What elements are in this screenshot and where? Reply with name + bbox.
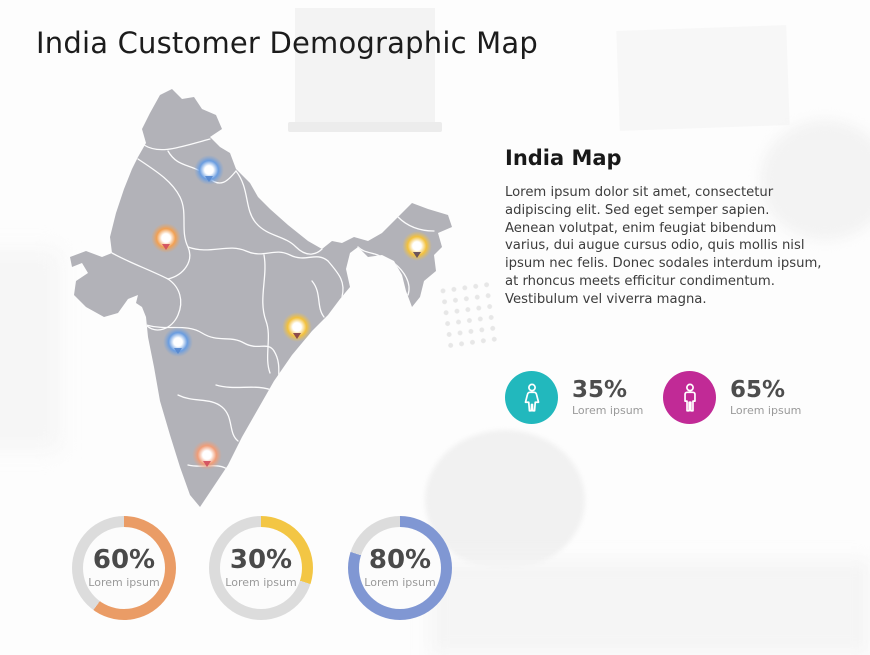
- map-pin-east: [282, 312, 312, 348]
- panel-body-text: Lorem ipsum dolor sit amet, consectetur …: [505, 185, 822, 307]
- donut-gauge-2-center: 30% Lorem ipsum: [220, 527, 302, 609]
- stat-female-text: 35% Lorem ipsum: [572, 378, 643, 417]
- donut-gauge-1: 60% Lorem ipsum: [72, 516, 176, 620]
- donut-gauge-1-center: 60% Lorem ipsum: [83, 527, 165, 609]
- india-landmass: [70, 89, 452, 507]
- pin-tail: [203, 461, 211, 467]
- donut-gauge-3-label: Lorem ipsum: [364, 576, 436, 589]
- stat-female: 35% Lorem ipsum: [505, 371, 643, 424]
- map-pin-north: [194, 155, 224, 191]
- pin-tail: [413, 252, 421, 258]
- background-wash: [0, 250, 60, 450]
- background-board-shape: [616, 25, 790, 131]
- map-pin-west: [163, 327, 193, 363]
- pin-tail: [293, 333, 301, 339]
- panel-heading: India Map: [505, 146, 622, 170]
- stat-male: 65% Lorem ipsum: [663, 371, 801, 424]
- donut-gauge-1-value: 60%: [92, 545, 156, 575]
- pin-tail: [205, 176, 213, 182]
- india-map-svg: [70, 89, 452, 507]
- stat-male-value: 65%: [730, 376, 786, 403]
- donut-gauge-3-value: 80%: [368, 545, 432, 575]
- india-map: [60, 85, 460, 517]
- donut-gauge-2: 30% Lorem ipsum: [209, 516, 313, 620]
- female-icon: [505, 371, 558, 424]
- donut-gauge-3: 80% Lorem ipsum: [348, 516, 452, 620]
- pin-tail: [162, 244, 170, 250]
- stat-male-label: Lorem ipsum: [730, 404, 802, 418]
- donut-gauge-1-label: Lorem ipsum: [88, 576, 160, 589]
- stat-male-text: 65% Lorem ipsum: [730, 378, 801, 417]
- map-pin-northeast: [402, 231, 432, 267]
- slide-title: India Customer Demographic Map: [36, 26, 538, 60]
- male-icon: [663, 371, 716, 424]
- info-panel: India Map Lorem ipsum dolor sit amet, co…: [505, 146, 823, 309]
- donut-gauge-2-value: 30%: [229, 545, 293, 575]
- background-wash: [430, 560, 870, 655]
- donut-gauge-2-label: Lorem ipsum: [225, 576, 297, 589]
- stat-female-label: Lorem ipsum: [572, 404, 644, 418]
- map-pin-northwest: [151, 223, 181, 259]
- stat-female-value: 35%: [572, 376, 628, 403]
- map-pin-south: [192, 440, 222, 476]
- donut-gauge-3-center: 80% Lorem ipsum: [359, 527, 441, 609]
- pin-tail: [174, 348, 182, 354]
